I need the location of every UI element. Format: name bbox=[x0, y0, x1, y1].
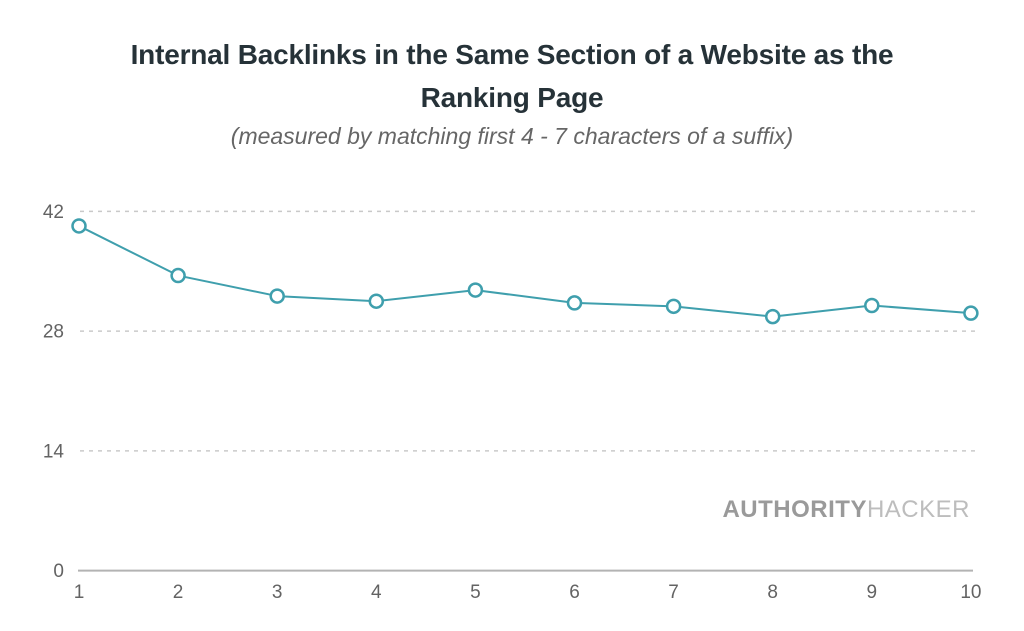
watermark-hacker: HACKER bbox=[866, 496, 970, 523]
data-point bbox=[269, 288, 285, 304]
data-point bbox=[368, 293, 385, 309]
y-tick-label: 14 bbox=[43, 441, 65, 462]
data-point bbox=[864, 297, 880, 314]
x-tick-label: 6 bbox=[569, 582, 580, 603]
chart-title-line-2: Ranking Page bbox=[420, 82, 604, 113]
x-tick-label: 4 bbox=[371, 582, 382, 603]
data-point bbox=[665, 298, 682, 315]
data-point bbox=[71, 218, 87, 234]
watermark: AUTHORITYHACKER bbox=[722, 496, 970, 524]
x-tick-label: 1 bbox=[74, 582, 85, 603]
data-point bbox=[566, 295, 583, 311]
x-tick-label: 2 bbox=[173, 582, 184, 603]
y-tick-label: 0 bbox=[53, 561, 64, 582]
data-point bbox=[170, 267, 186, 284]
data-line bbox=[78, 225, 971, 318]
data-point bbox=[467, 282, 484, 298]
x-tick-label: 8 bbox=[767, 582, 778, 603]
data-point bbox=[764, 308, 781, 325]
x-tick-label: 7 bbox=[668, 582, 679, 603]
y-tick-label: 28 bbox=[43, 322, 64, 343]
x-tick-label: 3 bbox=[272, 582, 283, 603]
y-tick-label: 42 bbox=[43, 202, 64, 223]
x-tick-label: 10 bbox=[960, 582, 981, 603]
chart-title-line-1: Internal Backlinks in the Same Section o… bbox=[130, 39, 894, 70]
x-tick-label: 9 bbox=[867, 582, 878, 603]
chart-title: Internal Backlinks in the Same Section o… bbox=[0, 33, 1024, 119]
watermark-authority: AUTHORITY bbox=[722, 496, 867, 523]
chart-subtitle: (measured by matching first 4 - 7 charac… bbox=[230, 123, 794, 149]
x-tick-label: 5 bbox=[470, 582, 481, 603]
data-point bbox=[963, 305, 979, 321]
